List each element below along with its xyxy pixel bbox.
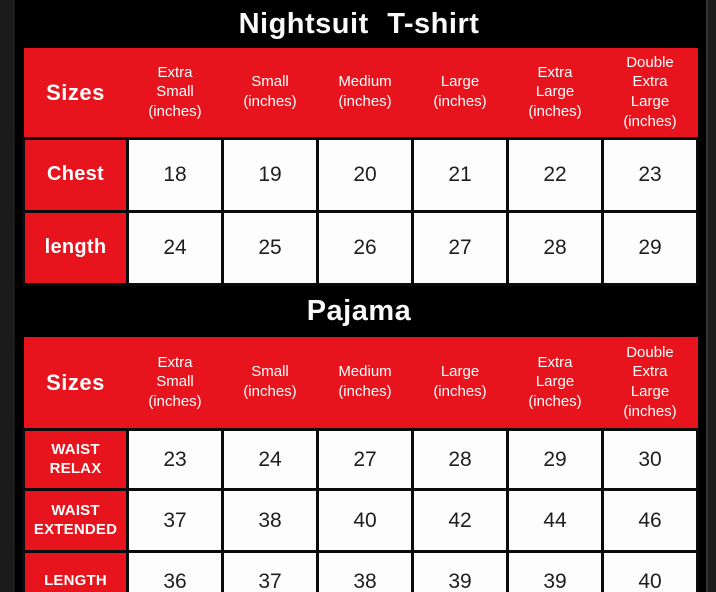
value-cell: 25 [221,209,319,286]
value-cell: 36 [126,550,224,592]
size-chart-panel: Nightsuit T-shirt Sizes Extra Small (inc… [15,0,708,592]
value-cell: 40 [601,550,699,592]
value-cell: 28 [411,428,509,491]
value-cell: 23 [126,428,224,491]
header-cell-small: Small (inches) [222,336,318,430]
value-cell: 21 [411,136,509,213]
header-cell-extra-small: Extra Small (inches) [127,336,223,430]
value-cell: 23 [601,136,699,213]
row-label-cell: WAIST RELAX [22,428,129,491]
value-cell: 40 [316,488,414,553]
value-cell: 18 [126,136,224,213]
nightsuit-size-table: Sizes Extra Small (inches) Small (inches… [22,48,699,286]
header-cell-sizes: Sizes [23,336,128,430]
value-cell: 46 [601,488,699,553]
header-cell-small: Small (inches) [222,48,318,138]
value-cell: 42 [411,488,509,553]
value-cell: 24 [126,209,224,286]
table-row-chest: Chest 18 19 20 21 22 23 [22,136,699,213]
right-letterbox-strip [706,0,716,592]
table-header-row: Sizes Extra Small (inches) Small (inches… [23,48,698,138]
value-cell: 39 [506,550,604,592]
table-row-waist-extended: WAIST EXTENDED 37 38 40 42 44 46 [22,488,699,553]
value-cell: 27 [316,428,414,491]
value-cell: 19 [221,136,319,213]
row-label-cell: WAIST EXTENDED [22,488,129,553]
pajama-size-table: Sizes Extra Small (inches) Small (inches… [22,336,699,592]
pajama-title: Pajama [306,294,412,327]
header-cell-double-extra-large: Double Extra Large (inches) [602,48,698,138]
value-cell: 30 [601,428,699,491]
header-cell-extra-large: Extra Large (inches) [507,336,603,430]
value-cell: 28 [506,209,604,286]
value-cell: 22 [506,136,604,213]
left-letterbox-strip [0,0,15,592]
value-cell: 38 [316,550,414,592]
header-cell-double-extra-large: Double Extra Large (inches) [602,336,698,430]
value-cell: 26 [316,209,414,286]
row-label-cell: Chest [22,136,129,213]
row-label-cell: length [22,209,129,286]
header-cell-large: Large (inches) [412,48,508,138]
value-cell: 44 [506,488,604,553]
value-cell: 29 [506,428,604,491]
header-cell-sizes: Sizes [23,48,128,138]
header-cell-medium: Medium (inches) [317,48,413,138]
value-cell: 29 [601,209,699,286]
value-cell: 37 [126,488,224,553]
value-cell: 20 [316,136,414,213]
table-row-length: LENGTH 36 37 38 39 39 40 [22,550,699,592]
nightsuit-title: Nightsuit T-shirt [238,7,480,40]
table-header-row: Sizes Extra Small (inches) Small (inches… [23,336,698,430]
header-cell-extra-large: Extra Large (inches) [507,48,603,138]
value-cell: 39 [411,550,509,592]
value-cell: 24 [221,428,319,491]
row-label-cell: LENGTH [22,550,129,592]
value-cell: 27 [411,209,509,286]
size-chart-content: Nightsuit T-shirt Sizes Extra Small (inc… [22,0,699,592]
header-cell-medium: Medium (inches) [317,336,413,430]
value-cell: 37 [221,550,319,592]
table-row-length: length 24 25 26 27 28 29 [22,209,699,286]
header-cell-extra-small: Extra Small (inches) [127,48,223,138]
header-cell-large: Large (inches) [412,336,508,430]
value-cell: 38 [221,488,319,553]
table-row-waist-relax: WAIST RELAX 23 24 27 28 29 30 [22,428,699,491]
